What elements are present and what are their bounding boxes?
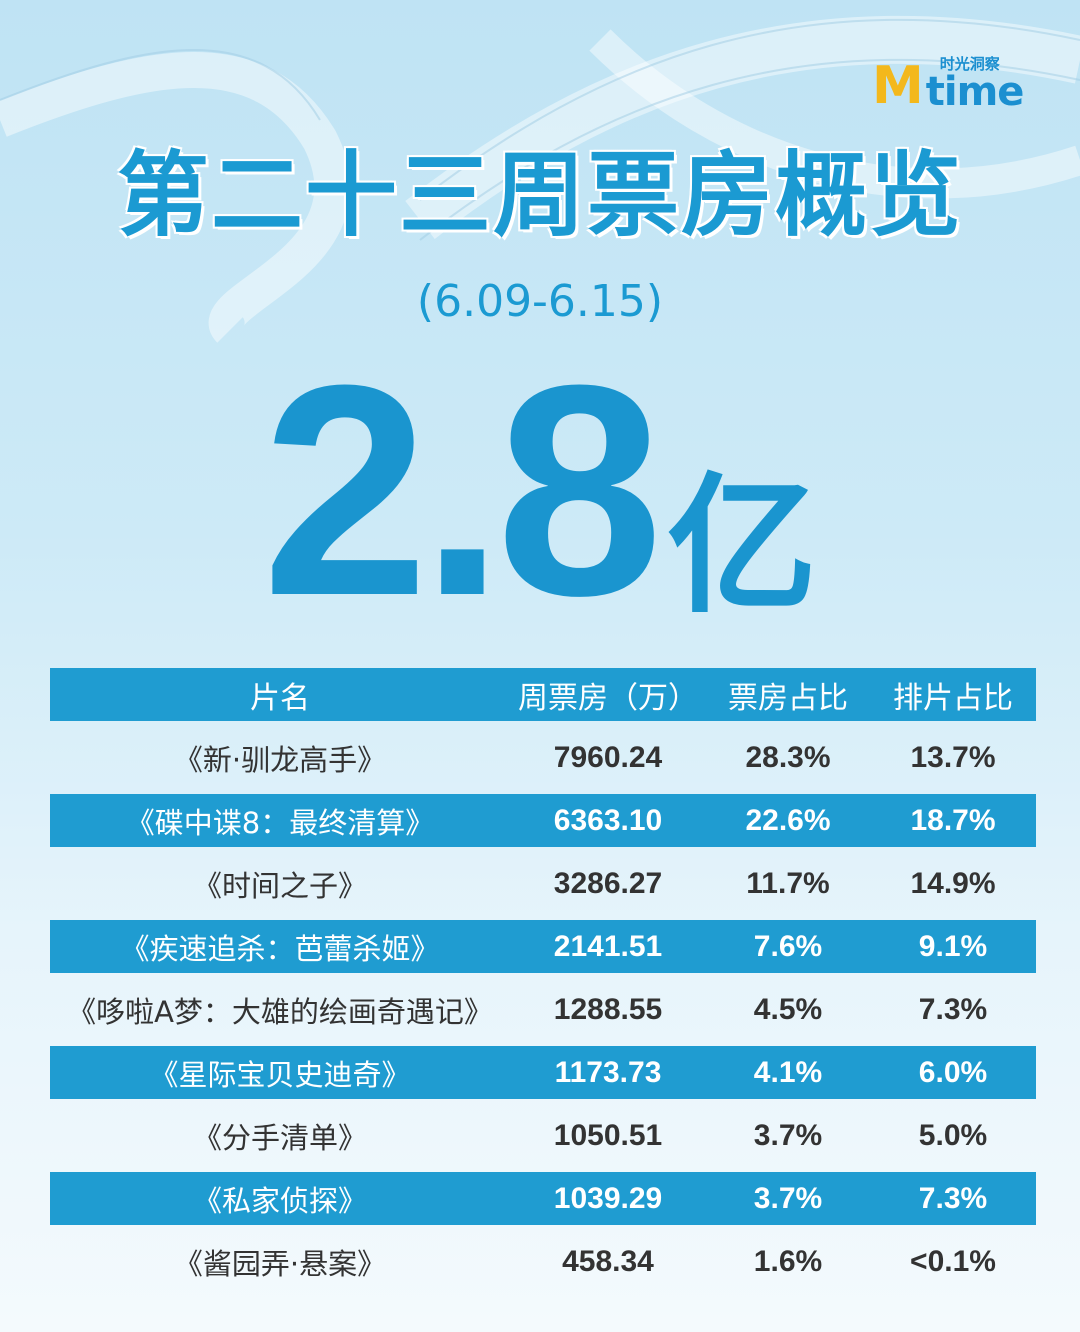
table-cell: 5.0%: [918, 1118, 988, 1152]
subtitle: (6.09-6.15): [416, 276, 664, 327]
logo-word: time: [925, 69, 1025, 115]
column-header: 票房占比: [706, 668, 870, 721]
table-row: 《新·驯龙高手》 7960.24 28.3% 13.7%: [50, 731, 1036, 784]
table-row: 《碟中谍8：最终清算》 6363.10 22.6% 18.7%: [50, 794, 1036, 847]
table-cell: 28.3%: [745, 740, 831, 774]
film-title: 《私家侦探》: [50, 1172, 510, 1225]
film-title: 《酱园弄·悬案》: [173, 1246, 387, 1281]
table-cell: 7960.24: [553, 740, 663, 774]
table-cell: 4.5%: [753, 992, 823, 1026]
film-title: 《新·驯龙高手》: [173, 742, 387, 777]
title: 第二十三周票房概览: [116, 142, 963, 249]
header-row: 片名 周票房（万） 票房占比 排片占比: [50, 668, 1036, 721]
table-cell: 7.3%: [918, 992, 988, 1026]
film-title: 《星际宝贝史迪奇》: [50, 1046, 510, 1099]
table-cell: 11.7%: [746, 866, 830, 900]
table-row: 《时间之子》 3286.27 11.7% 14.9%: [50, 857, 1036, 910]
table-cell: 1039.29: [510, 1172, 706, 1225]
film-title: 《疾速追杀：芭蕾杀姬》: [50, 920, 510, 973]
column-header: 片名: [50, 668, 510, 721]
film-strip-decoration: [0, 18, 1080, 241]
table-row: 《哆啦A梦：大雄的绘画奇遇记》 1288.55 4.5% 7.3%: [50, 983, 1036, 1036]
table-cell: 3.7%: [753, 1118, 823, 1152]
table-cell: 2141.51: [510, 920, 706, 973]
table-cell: 1050.51: [553, 1118, 663, 1152]
total: 2.8 亿: [262, 340, 817, 640]
table-cell: 4.1%: [706, 1046, 870, 1099]
table-row: 《星际宝贝史迪奇》 1173.73 4.1% 6.0%: [50, 1046, 1036, 1099]
film-title: 《分手清单》: [192, 1120, 367, 1155]
table-cell: 6363.10: [510, 794, 706, 847]
total-value: 2.8: [262, 322, 663, 658]
table-cell: 7.6%: [706, 920, 870, 973]
table-cell: 6.0%: [870, 1046, 1036, 1099]
table-cell: 1288.55: [553, 992, 663, 1026]
table-cell: 18.7%: [870, 794, 1036, 847]
table-cell: 3286.27: [553, 866, 663, 900]
table-cell: 14.9%: [910, 866, 996, 900]
film-title: 《时间之子》: [192, 868, 367, 903]
table-cell: 13.7%: [910, 740, 996, 774]
logo-tagline: 时光洞察: [939, 55, 1000, 73]
table-row: 《酱园弄·悬案》 458.34 1.6% <0.1%: [50, 1235, 1036, 1288]
table-cell: 1.6%: [753, 1244, 823, 1278]
film-title: 《哆啦A梦：大雄的绘画奇遇记》: [67, 994, 493, 1029]
logo-mark: M: [872, 56, 924, 116]
box-office-table: 片名 周票房（万） 票房占比 排片占比 《新·驯龙高手》 7960.24 28.3% 13.…: [50, 658, 1036, 1298]
table-row: 《私家侦探》 1039.29 3.7% 7.3%: [50, 1172, 1036, 1225]
film-title: 《碟中谍8：最终清算》: [50, 794, 510, 847]
table-cell: 9.1%: [870, 920, 1036, 973]
column-header: 周票房（万）: [510, 668, 706, 721]
table-cell: 7.3%: [870, 1172, 1036, 1225]
table-cell: 3.7%: [706, 1172, 870, 1225]
table-cell: 458.34: [562, 1244, 654, 1278]
table-row: 《疾速追杀：芭蕾杀姬》 2141.51 7.6% 9.1%: [50, 920, 1036, 973]
logo: M 时光洞察 time: [872, 55, 1025, 116]
table-cell: <0.1%: [910, 1244, 996, 1278]
column-header: 排片占比: [870, 668, 1036, 721]
table-cell: 1173.73: [510, 1046, 706, 1099]
table-body: 《新·驯龙高手》 7960.24 28.3% 13.7% 《碟中谍8：最终清算》 6363…: [50, 731, 1036, 1288]
total-unit: 亿: [667, 460, 818, 634]
table-row: 《分手清单》 1050.51 3.7% 5.0%: [50, 1109, 1036, 1162]
table-cell: 22.6%: [706, 794, 870, 847]
